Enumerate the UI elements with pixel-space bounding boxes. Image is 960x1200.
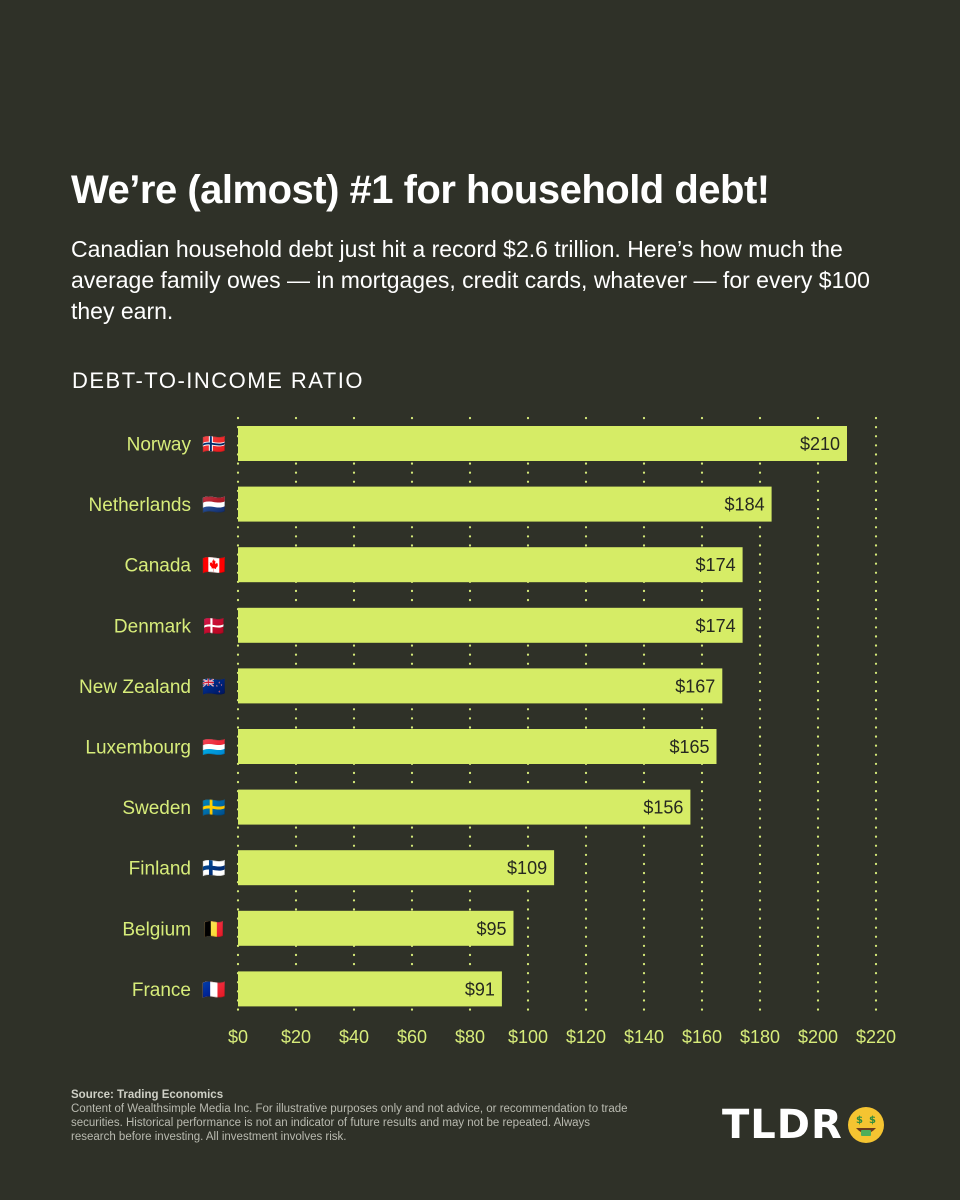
value-label: $95: [476, 919, 506, 939]
value-label: $174: [696, 616, 736, 636]
source-note: Source: Trading Economics: [71, 1089, 224, 1101]
flag-icon: 🇩🇰: [202, 614, 226, 637]
bar-belgium: [238, 910, 514, 946]
bar-norway: [238, 426, 847, 461]
value-label: $174: [696, 555, 736, 575]
flag-icon: 🇳🇿: [202, 676, 226, 698]
value-label: $167: [675, 676, 715, 696]
x-tick-label: $120: [566, 1027, 606, 1047]
x-tick-label: $100: [508, 1027, 548, 1047]
flag-icon: 🇨🇦: [202, 555, 226, 577]
footer: Source: Trading Economics Content of Wea…: [71, 1088, 631, 1144]
svg-text:$: $: [869, 1115, 876, 1126]
bar-netherlands: [238, 486, 772, 522]
x-tick-label: $40: [339, 1027, 369, 1047]
value-label: $109: [507, 858, 547, 878]
x-tick-label: $60: [397, 1027, 427, 1047]
bar-denmark: [238, 607, 743, 643]
category-label: Netherlands: [89, 495, 191, 516]
flag-icon: 🇧🇪: [202, 917, 226, 940]
chart-title: DEBT-TO-INCOME RATIO: [72, 368, 364, 393]
category-label: Canada: [124, 556, 191, 577]
x-tick-label: $20: [281, 1027, 311, 1047]
flag-icon: 🇳🇱: [202, 494, 226, 516]
bar-luxembourg: [238, 729, 717, 764]
category-label: Sweden: [122, 798, 191, 819]
x-tick-label: $160: [682, 1027, 722, 1047]
x-tick-label: $0: [228, 1027, 248, 1047]
tldr-logo: TLDR $ $: [722, 1102, 885, 1148]
category-label: France: [132, 980, 191, 1001]
value-label: $184: [725, 495, 765, 515]
svg-text:$: $: [856, 1115, 863, 1126]
bar-finland: [238, 850, 555, 886]
disclaimer: Content of Wealthsimple Media Inc. For i…: [71, 1103, 628, 1143]
x-tick-label: $200: [798, 1027, 838, 1047]
x-tick-label: $220: [856, 1027, 896, 1047]
x-tick-label: $80: [455, 1027, 485, 1047]
category-label: Denmark: [114, 616, 192, 637]
flag-icon: 🇫🇷: [202, 979, 226, 1001]
category-label: Belgium: [122, 919, 191, 940]
bar-france: [238, 971, 502, 1007]
x-tick-label: $180: [740, 1027, 780, 1047]
category-label: Norway: [127, 435, 192, 456]
bar-canada: [238, 547, 743, 583]
category-label: Finland: [129, 859, 191, 880]
value-label: $165: [669, 737, 709, 757]
value-label: $91: [465, 979, 495, 999]
money-face-icon: $ $: [847, 1107, 884, 1143]
category-label: New Zealand: [79, 677, 191, 698]
bar-new-zealand: [238, 668, 723, 704]
page-subtitle: Canadian household debt just hit a recor…: [71, 236, 870, 324]
value-label: $156: [643, 798, 683, 818]
bar-sweden: [238, 789, 691, 825]
flag-icon: 🇱🇺: [202, 737, 226, 759]
page-title: We’re (almost) #1 for household debt!: [71, 168, 770, 212]
value-label: $210: [800, 434, 840, 454]
flag-icon: 🇫🇮: [202, 858, 226, 880]
x-tick-label: $140: [624, 1027, 664, 1047]
flag-icon: 🇸🇪: [202, 797, 226, 819]
flag-icon: 🇳🇴: [202, 434, 226, 456]
category-label: Luxembourg: [85, 738, 191, 759]
logo-text: TLDR: [722, 1102, 843, 1148]
